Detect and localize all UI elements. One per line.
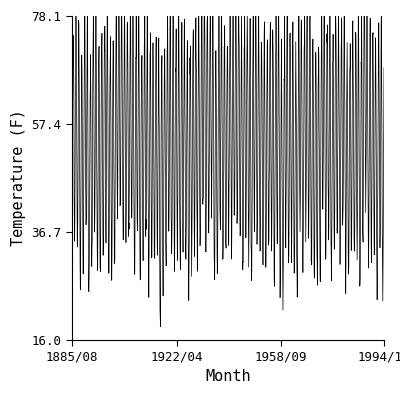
Y-axis label: Temperature (F): Temperature (F) bbox=[11, 110, 26, 246]
X-axis label: Month: Month bbox=[205, 369, 251, 384]
